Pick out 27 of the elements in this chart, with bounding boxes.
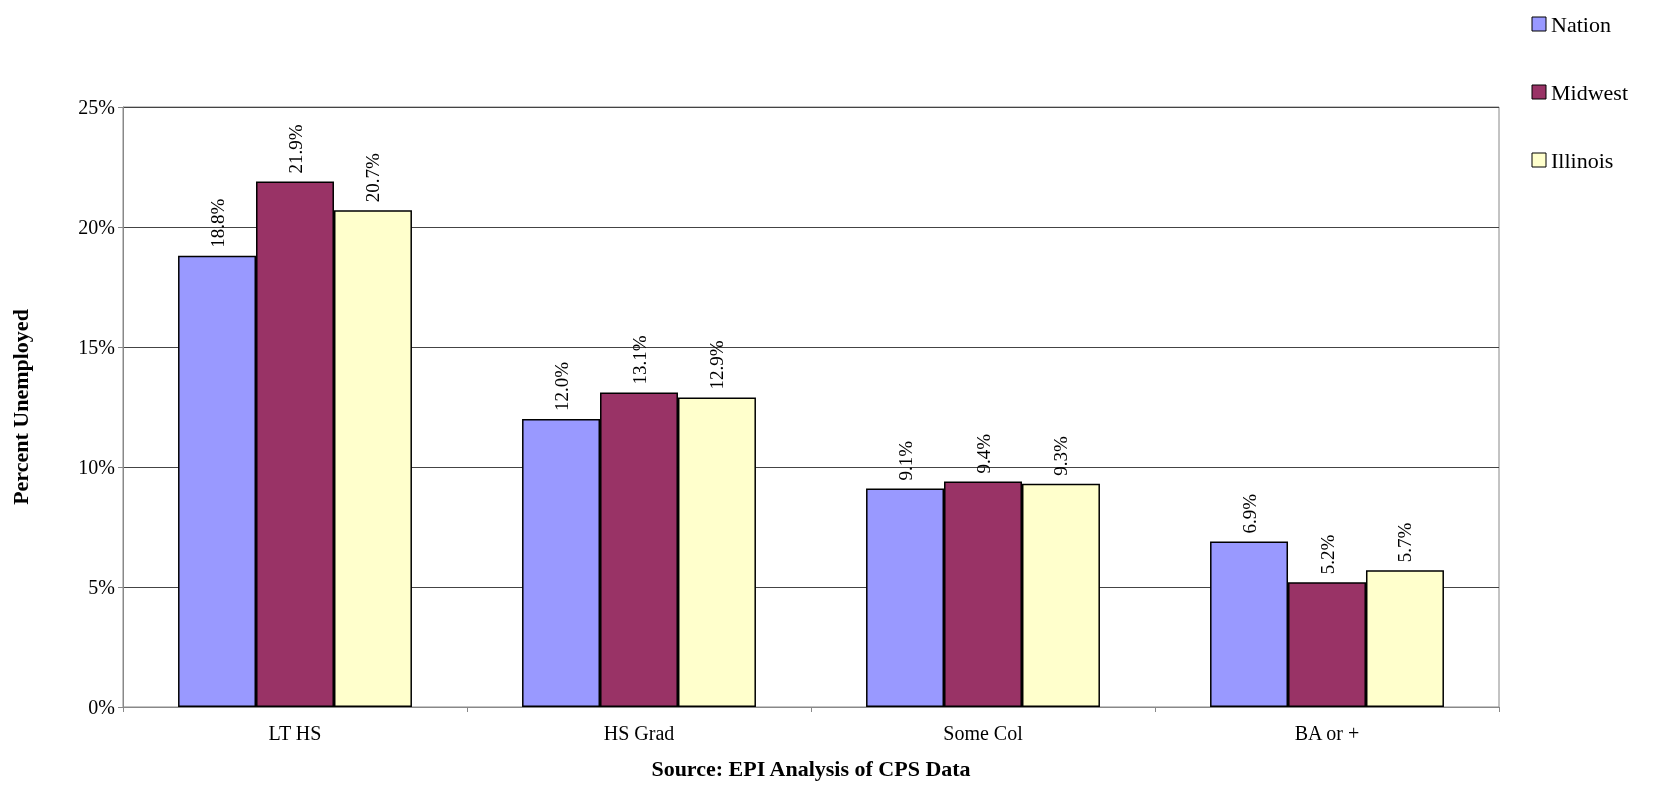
data-label: 6.9% bbox=[1238, 493, 1260, 534]
legend-label: Nation bbox=[1551, 11, 1611, 37]
data-label: 18.8% bbox=[206, 198, 228, 248]
data-label: 21.9% bbox=[284, 124, 306, 174]
data-label: 13.1% bbox=[628, 335, 650, 385]
data-label: 12.9% bbox=[706, 340, 728, 390]
x-tick-label: Some Col bbox=[943, 722, 1024, 744]
data-label: 12.0% bbox=[550, 361, 572, 411]
x-tick-label: LT HS bbox=[268, 722, 322, 744]
data-label: 5.7% bbox=[1394, 522, 1416, 563]
y-axis-title: Percent Unemployed bbox=[7, 309, 33, 505]
data-label: 20.7% bbox=[362, 152, 384, 203]
y-tick-label: 0% bbox=[88, 696, 115, 718]
data-label: 9.1% bbox=[894, 440, 916, 481]
x-tick-label: HS Grad bbox=[603, 722, 675, 744]
y-tick-label: 15% bbox=[78, 336, 115, 358]
y-tick-label: 20% bbox=[78, 216, 115, 238]
data-label: 9.3% bbox=[1050, 436, 1072, 476]
x-axis-title: Source: EPI Analysis of CPS Data bbox=[651, 755, 971, 781]
data-label: 9.4% bbox=[972, 433, 994, 474]
legend-label: Illinois bbox=[1551, 147, 1614, 173]
legend-label: Midwest bbox=[1551, 79, 1628, 105]
x-tick-label: BA or + bbox=[1294, 722, 1360, 744]
y-tick-label: 25% bbox=[78, 96, 115, 118]
data-label: 5.2% bbox=[1316, 534, 1338, 575]
y-tick-label: 5% bbox=[88, 576, 115, 598]
y-tick-label: 10% bbox=[78, 456, 115, 478]
